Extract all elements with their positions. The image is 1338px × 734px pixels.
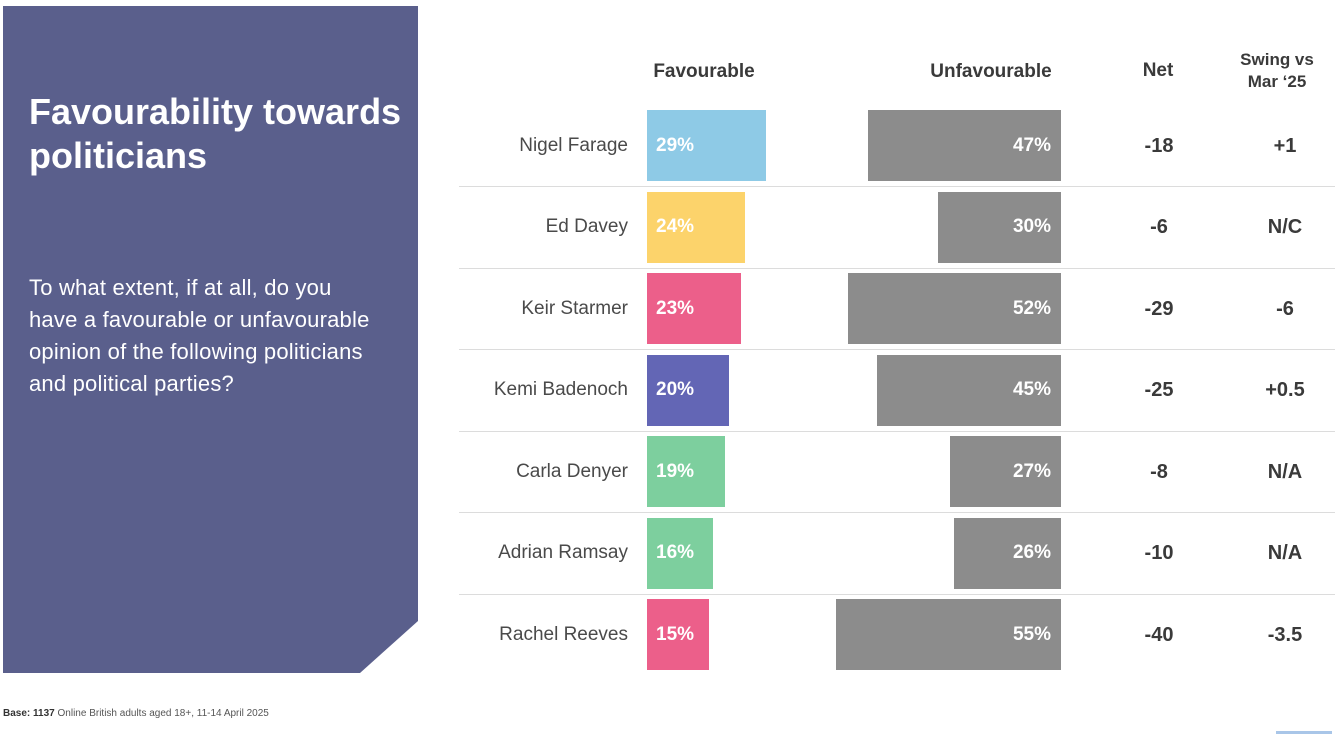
swing-value: N/A [1267,460,1303,483]
row-label: Nigel Farage [519,134,628,156]
unfavourable-bar: 26% [954,517,1061,589]
row-label: Rachel Reeves [499,623,628,645]
corner-accent [1276,731,1332,734]
row-label: Adrian Ramsay [498,542,628,563]
favourable-bar: 19% [647,436,725,507]
net-header: Net [1142,60,1174,81]
title-panel [3,6,418,673]
row-divider [459,186,1335,187]
swing-value: -3.5 [1267,623,1303,646]
unfavourable-header: Unfavourable [930,61,1052,82]
base-note: Base: 1137 Online British adults aged 18… [3,708,269,719]
swing-header-line1: Swing vs [1240,50,1314,69]
net-value: -6 [1150,216,1168,238]
unfavourable-bar: 30% [938,191,1061,263]
favourable-bar: 23% [647,273,742,344]
net-value: -10 [1144,542,1174,564]
survey-question: To what extent, if at all, do you have a… [29,275,370,396]
favourable-bar: 20% [647,354,729,426]
net-value: -18 [1144,134,1174,157]
swing-value: N/C [1267,216,1303,238]
unfavourable-bar: 45% [876,354,1061,426]
favourable-header: Favourable [653,61,755,82]
net-value: -25 [1144,379,1174,401]
base-text: Online British adults aged 18+, 11-14 Ap… [57,708,269,719]
swing-value: +1 [1273,134,1297,157]
unfavourable-bar: 47% [868,110,1061,181]
chart-title: Favourability towards politicians [29,91,402,176]
favourable-bar: 29% [647,110,766,181]
row-label: Ed Davey [545,216,628,237]
swing-header: Swing vs Mar ‘25 [1222,49,1332,93]
unfavourable-bar: 27% [950,436,1061,507]
unfavourable-bar: 52% [847,273,1061,344]
net-value: -29 [1144,297,1174,320]
row-divider [459,512,1335,513]
swing-value: -6 [1276,297,1294,320]
favourable-bar: 15% [647,599,709,670]
row-label: Carla Denyer [516,460,628,482]
row-divider [459,594,1335,595]
row-divider [459,349,1335,350]
base-count: 1137 [33,708,55,719]
row-label: Keir Starmer [521,297,628,319]
favourable-bar: 16% [647,517,713,589]
row-label: Kemi Badenoch [493,379,628,400]
swing-header-line2: Mar ‘25 [1247,72,1307,91]
base-label: Base: [3,708,31,719]
net-value: -40 [1144,623,1174,646]
row-divider [459,268,1335,269]
net-value: -8 [1150,460,1168,483]
swing-value: N/A [1267,542,1303,564]
unfavourable-bar: 55% [835,599,1061,670]
row-divider [459,431,1335,432]
swing-value: +0.5 [1265,379,1305,401]
favourable-bar: 24% [647,191,746,263]
